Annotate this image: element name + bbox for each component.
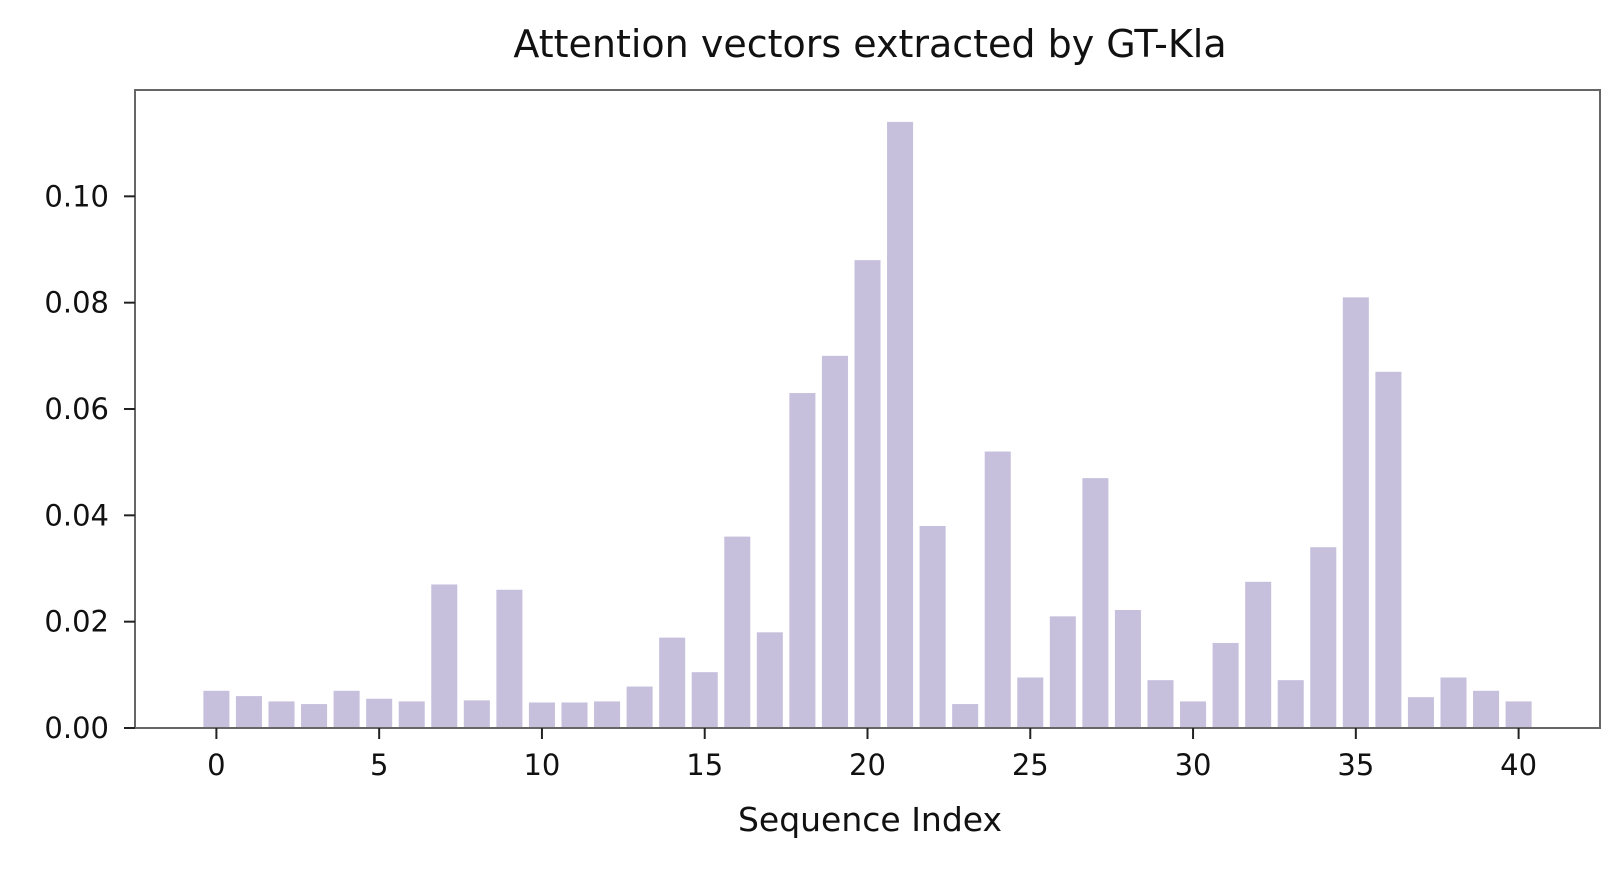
y-tick-label-4: 0.08 <box>44 286 109 320</box>
bar-22 <box>919 525 946 728</box>
bar-27 <box>1082 478 1109 728</box>
bar-39 <box>1473 690 1500 728</box>
bar-3 <box>301 704 328 728</box>
bar-4 <box>333 690 360 728</box>
y-tick-label-3: 0.06 <box>44 392 109 426</box>
bar-38 <box>1440 677 1467 728</box>
y-tick-label-1: 0.02 <box>44 605 109 639</box>
bar-1 <box>235 696 262 728</box>
bar-6 <box>398 701 425 728</box>
bar-34 <box>1310 547 1337 728</box>
bar-15 <box>691 672 718 728</box>
bar-2 <box>268 701 295 728</box>
x-tick-label-10: 10 <box>523 748 560 782</box>
bars-group <box>203 121 1532 728</box>
bar-10 <box>528 702 555 728</box>
bar-14 <box>659 637 686 728</box>
x-tick-label-25: 25 <box>1012 748 1049 782</box>
x-axis-label: Sequence Index <box>737 800 1003 839</box>
bar-24 <box>984 451 1011 728</box>
bar-35 <box>1342 297 1369 728</box>
x-tick-label-15: 15 <box>686 748 723 782</box>
bar-31 <box>1212 642 1239 728</box>
bar-28 <box>1114 609 1141 728</box>
bar-9 <box>496 589 523 728</box>
bar-16 <box>724 536 751 728</box>
bar-18 <box>789 393 816 728</box>
y-tick-label-0: 0.00 <box>44 711 109 745</box>
chart-title: Attention vectors extracted by GT-Kla <box>513 22 1227 66</box>
x-tick-label-5: 5 <box>370 748 388 782</box>
bar-37 <box>1407 697 1434 728</box>
bar-0 <box>203 690 230 728</box>
bar-26 <box>1049 616 1076 728</box>
bar-30 <box>1180 701 1207 728</box>
bar-5 <box>366 698 393 728</box>
bar-23 <box>952 704 979 728</box>
bar-7 <box>431 584 458 728</box>
bar-8 <box>463 700 490 728</box>
bar-29 <box>1147 680 1174 728</box>
y-tick-label-2: 0.04 <box>44 498 109 532</box>
bar-20 <box>854 260 881 728</box>
bar-13 <box>626 686 653 728</box>
bar-21 <box>887 121 914 728</box>
x-tick-label-40: 40 <box>1500 748 1537 782</box>
axes-group: 0 5 10 15 20 25 30 35 40 0.00 0.02 0.04 0.06 0.08 0.10 <box>44 89 1601 782</box>
x-tick-label-30: 30 <box>1175 748 1212 782</box>
bar-25 <box>1017 677 1044 728</box>
bar-36 <box>1375 371 1402 728</box>
bar-32 <box>1245 581 1272 728</box>
bar-17 <box>756 632 783 728</box>
y-tick-label-5: 0.10 <box>44 179 109 213</box>
bar-40 <box>1505 701 1532 728</box>
x-tick-label-35: 35 <box>1337 748 1374 782</box>
bar-11 <box>561 702 588 728</box>
bar-12 <box>594 701 621 728</box>
bar-19 <box>821 355 848 728</box>
x-tick-label-0: 0 <box>207 748 225 782</box>
bar-33 <box>1277 680 1304 728</box>
x-tick-label-20: 20 <box>849 748 886 782</box>
